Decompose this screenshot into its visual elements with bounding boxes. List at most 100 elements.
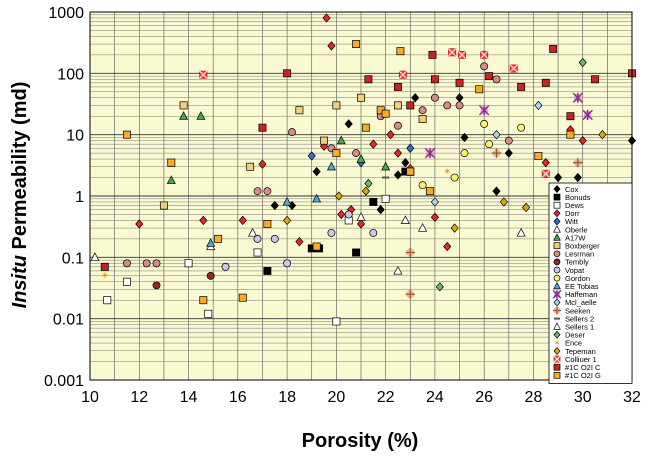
data-point (455, 78, 464, 87)
data-point (394, 121, 402, 130)
data-point (430, 212, 439, 222)
data-point (401, 157, 410, 168)
data-point (344, 119, 353, 129)
data-point (492, 75, 501, 84)
series (103, 194, 390, 326)
y-tick-label: 0.01 (53, 312, 84, 329)
series (100, 44, 636, 271)
data-point (521, 202, 531, 213)
legend-label: Dews (565, 201, 584, 210)
data-point (381, 109, 390, 118)
data-point (312, 242, 321, 251)
data-point (541, 157, 550, 168)
legend-label: Dorr (565, 209, 580, 218)
y-tick-label: 1 (75, 189, 84, 206)
data-point (283, 215, 292, 226)
series (166, 111, 391, 184)
legend-marker (553, 322, 561, 330)
data-point (554, 172, 563, 183)
legend-marker (553, 209, 561, 218)
legend-label: Oberle (565, 225, 588, 234)
data-point (430, 75, 439, 84)
data-point (327, 41, 336, 51)
x-tick-label: 20 (327, 389, 345, 406)
data-point (322, 13, 331, 23)
data-point (253, 234, 262, 243)
legend-marker (553, 258, 561, 266)
legend-marker (553, 347, 561, 355)
data-point (480, 119, 489, 128)
data-point (184, 259, 193, 268)
data-point (337, 209, 346, 220)
data-point (100, 262, 109, 271)
data-point (152, 281, 161, 290)
x-tick-labels: 10 12 14 16 18 20 22 24 26 28 30 32 (81, 389, 641, 406)
data-point (312, 193, 322, 203)
legend: CoxBonudsDewsDorrWittOberleA17WBoxberger… (548, 182, 633, 384)
legend-label: EE Tobias (565, 282, 599, 291)
legend-marker (552, 289, 562, 299)
legend-label: Tembly (565, 258, 589, 267)
data-point (103, 296, 112, 305)
data-point (381, 194, 390, 203)
data-point (435, 282, 444, 292)
data-point (443, 241, 452, 252)
data-point (282, 196, 292, 206)
data-point (491, 148, 502, 158)
data-point (270, 234, 279, 243)
data-point (406, 167, 415, 176)
data-point (582, 109, 593, 121)
data-point (179, 101, 188, 110)
data-point (263, 220, 272, 228)
data-point (448, 48, 457, 57)
data-point (492, 186, 501, 196)
series (159, 93, 427, 210)
legend-label: Colliuer 1 (565, 355, 597, 364)
x-tick-label: 32 (623, 389, 641, 406)
data-point (123, 130, 131, 139)
data-point (598, 129, 607, 140)
data-point (485, 140, 494, 149)
y-tick-labels: 0.001 0.01 0.1 1 10 100 1000 (44, 5, 84, 390)
legend-box (548, 182, 633, 384)
legend-marker (553, 274, 561, 282)
legend-label: Tepeman (565, 347, 596, 356)
legend-label: Lesrman (565, 250, 594, 259)
data-point (430, 197, 439, 207)
x-tick-label: 14 (180, 389, 198, 406)
y-tick-label: 10 (66, 128, 84, 145)
data-point (142, 259, 151, 268)
data-point (534, 151, 543, 160)
data-point (479, 105, 490, 116)
data-point (428, 50, 437, 59)
data-point (376, 204, 385, 215)
legend-label: A17W (565, 233, 586, 242)
data-point (499, 197, 508, 207)
data-point (517, 123, 526, 132)
data-point (458, 50, 466, 59)
data-point (352, 248, 361, 257)
legend-label: Vopat (565, 266, 585, 275)
series (152, 271, 215, 290)
data-point (396, 47, 405, 56)
data-point (480, 50, 489, 59)
legend-marker (553, 281, 561, 290)
data-point (393, 148, 403, 158)
data-point (460, 149, 469, 158)
data-point (258, 159, 267, 169)
data-point (352, 40, 361, 49)
data-point (206, 271, 215, 280)
x-tick-label: 26 (475, 389, 493, 406)
data-point (450, 173, 459, 182)
data-point (572, 92, 583, 103)
legend-label: Bonuds (565, 193, 591, 202)
data-point (369, 197, 378, 206)
legend-label: Boxberger (565, 242, 600, 251)
data-point (393, 170, 403, 180)
legend-marker (553, 266, 561, 274)
legend-marker: ✶ (554, 338, 561, 347)
y-axis-title-rest: Permeability (md) (9, 82, 31, 255)
x-tick-label: 10 (81, 389, 99, 406)
legend-label: #1C O2I G (565, 371, 601, 380)
